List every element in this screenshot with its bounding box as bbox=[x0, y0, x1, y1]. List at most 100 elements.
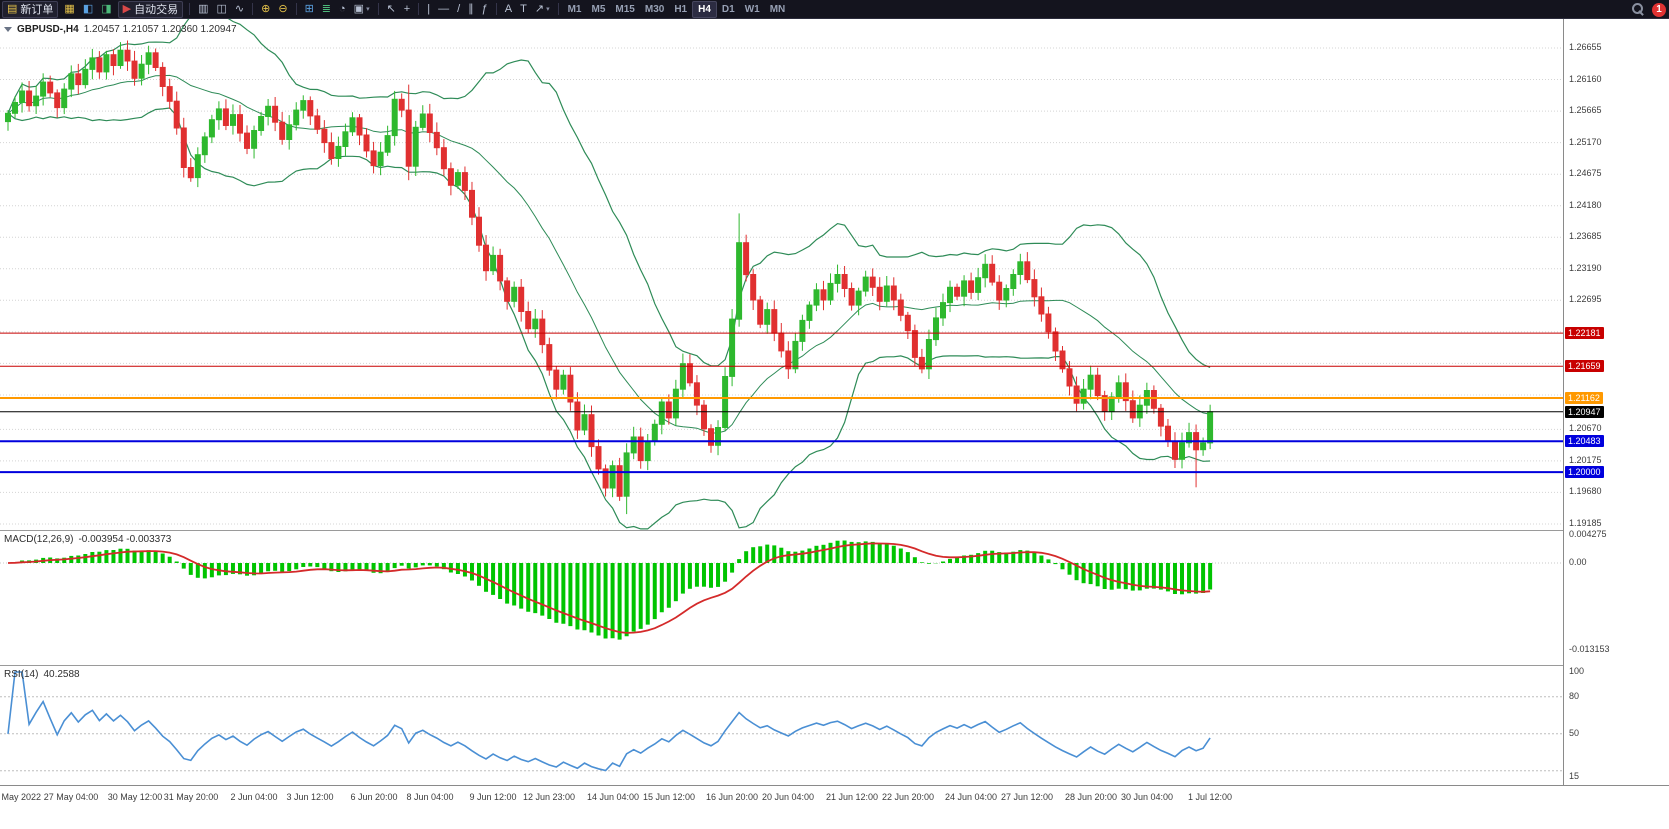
macd-axis-label: 0.00 bbox=[1569, 557, 1587, 567]
vertical-line-icon-glyph: | bbox=[427, 2, 431, 15]
bar-chart-icon[interactable]: ▥ bbox=[194, 1, 212, 18]
periods-icon[interactable]: ◔ bbox=[335, 1, 350, 18]
price-axis-label: 1.25665 bbox=[1569, 105, 1602, 116]
timeframe-mn-button[interactable]: MN bbox=[765, 1, 791, 18]
new-order-icon: ▤ bbox=[7, 2, 18, 15]
zoom-out-icon[interactable]: ⊖ bbox=[274, 1, 291, 18]
trendline-icon[interactable]: / bbox=[453, 1, 464, 18]
timeframe-h1-button[interactable]: H1 bbox=[669, 1, 692, 18]
market-watch-icon[interactable]: ◧ bbox=[79, 1, 97, 18]
price-axis-label: 1.19680 bbox=[1569, 486, 1602, 497]
autotrading-icon: ▶ bbox=[122, 2, 132, 15]
navigator-icon-glyph: ◨ bbox=[101, 2, 112, 15]
vertical-line-icon[interactable]: | bbox=[423, 1, 434, 18]
macd-axis-label: -0.013153 bbox=[1569, 643, 1610, 654]
price-axis-label: 1.20670 bbox=[1569, 423, 1602, 434]
timeframe-m5-button[interactable]: M5 bbox=[587, 1, 611, 18]
timeframe-h1-button-label: H1 bbox=[674, 3, 688, 15]
line-chart-icon[interactable]: ∿ bbox=[231, 1, 248, 18]
templates-icon[interactable]: ▣ ▾ bbox=[350, 1, 374, 18]
timeframe-m15-button[interactable]: M15 bbox=[610, 1, 639, 18]
rsi-axis-label: 15 bbox=[1569, 771, 1580, 781]
horizontal-line-icon[interactable]: — bbox=[434, 1, 453, 18]
toolbar-separator bbox=[295, 3, 297, 15]
price-level-badge: 1.21162 bbox=[1565, 392, 1603, 404]
timeframe-h4-button-label: H4 bbox=[698, 3, 711, 15]
new-order-button[interactable]: ▤ 新订单 bbox=[2, 0, 59, 18]
cursor-icon-glyph: ↖ bbox=[386, 2, 396, 15]
time-axis-label: 25 May 2022 bbox=[0, 792, 42, 802]
templates-icon-glyph: ▣ bbox=[353, 2, 365, 15]
price-axis-label: 1.24675 bbox=[1569, 168, 1602, 179]
time-axis-label: 21 Jun 12:00 bbox=[825, 792, 879, 802]
market-watch-icon-glyph: ◧ bbox=[82, 2, 94, 15]
time-axis-label: 3 Jun 12:00 bbox=[286, 792, 334, 802]
timeframe-w1-button[interactable]: W1 bbox=[740, 1, 765, 18]
macd-values: -0.003954 -0.003373 bbox=[78, 534, 172, 545]
price-level-badge: 1.20483 bbox=[1565, 435, 1604, 448]
text-label-icon[interactable]: T bbox=[516, 1, 531, 18]
zoom-in-icon[interactable]: ⊕ bbox=[257, 1, 274, 18]
quick-trade-toggle-icon[interactable] bbox=[4, 27, 12, 32]
timeframe-m30-button[interactable]: M30 bbox=[640, 1, 669, 18]
zoom-out-icon-glyph: ⊖ bbox=[278, 2, 288, 15]
trendline-icon-glyph: / bbox=[457, 2, 461, 15]
indicators-icon-glyph: ≣ bbox=[321, 2, 331, 15]
search-icon[interactable] bbox=[1632, 3, 1645, 16]
autotrading-button-label: 自动交易 bbox=[134, 4, 179, 16]
navigator-icon[interactable]: ◨ bbox=[97, 1, 115, 18]
channel-icon-glyph: ∥ bbox=[468, 2, 474, 15]
chart-profiles-icon[interactable]: ▦ bbox=[60, 1, 78, 18]
price-axis-label: 1.25170 bbox=[1569, 136, 1602, 147]
channel-icon[interactable]: ∥ bbox=[464, 1, 478, 18]
rsi-label: RSI(14) bbox=[4, 669, 39, 680]
zoom-in-icon-glyph: ⊕ bbox=[261, 2, 271, 15]
timeframe-d1-button-label: D1 bbox=[721, 3, 735, 15]
price-axis[interactable]: 1.26655 1.26160 1.25665 1.25170 1.24675 1.241… bbox=[1563, 19, 1669, 785]
arrows-icon[interactable]: ↗ ▾ bbox=[531, 1, 554, 18]
time-axis-label: 27 May 04:00 bbox=[43, 792, 99, 802]
chart-title: GBPUSD-,H4 1.20457 1.21057 1.20360 1.209… bbox=[4, 24, 237, 35]
toolbar-separator bbox=[418, 3, 420, 15]
timeframe-m1-button[interactable]: M1 bbox=[563, 1, 587, 18]
arrows-icon-glyph: ↗ bbox=[534, 2, 545, 15]
timeframe-h4-button[interactable]: H4 bbox=[692, 0, 717, 18]
main-plot bbox=[5, 19, 1214, 530]
text-label-icon-glyph: T bbox=[520, 2, 527, 15]
chevron-down-icon: ▾ bbox=[366, 6, 370, 13]
notification-badge[interactable]: 1 bbox=[1652, 2, 1666, 17]
macd-plot bbox=[0, 540, 1563, 640]
timeframe-d1-button[interactable]: D1 bbox=[717, 1, 740, 18]
rsi-plot bbox=[0, 671, 1563, 772]
time-axis-label: 27 Jun 12:00 bbox=[1000, 792, 1054, 802]
timeframe-m30-button-label: M30 bbox=[644, 3, 665, 15]
tile-windows-icon[interactable]: ⊞ bbox=[301, 1, 318, 18]
toolbar-right: 1 bbox=[1632, 0, 1666, 19]
price-axis-label: 1.20175 bbox=[1569, 454, 1602, 465]
indicators-icon[interactable]: ≣ bbox=[318, 1, 335, 18]
line-chart-icon-glyph: ∿ bbox=[234, 2, 245, 15]
price-axis-label: 1.23685 bbox=[1569, 231, 1602, 242]
new-order-button-label: 新订单 bbox=[20, 4, 54, 16]
crosshair-icon-glyph: + bbox=[403, 2, 411, 15]
chart-profiles-icon-glyph: ▦ bbox=[64, 2, 75, 15]
horizontal-line-icon-glyph: — bbox=[438, 2, 450, 15]
candlestick-chart-icon[interactable]: ◫ bbox=[213, 1, 231, 18]
symbol-label: GBPUSD-,H4 bbox=[17, 24, 79, 35]
fibonacci-icon[interactable]: ƒ bbox=[478, 1, 492, 18]
toolbar-separator bbox=[189, 3, 191, 15]
gridlines bbox=[0, 47, 1563, 525]
cursor-icon[interactable]: ↖ bbox=[383, 1, 400, 18]
autotrading-button[interactable]: ▶ 自动交易 bbox=[117, 0, 184, 18]
timeframe-w1-button-label: W1 bbox=[744, 3, 760, 15]
crosshair-icon[interactable]: + bbox=[400, 1, 414, 18]
time-axis-label: 6 Jun 20:00 bbox=[350, 792, 398, 802]
chevron-down-icon: ▾ bbox=[546, 6, 550, 13]
price-axis-label: 1.19185 bbox=[1569, 517, 1602, 528]
macd-panel-title: MACD(12,26,9) -0.003954 -0.003373 bbox=[4, 534, 171, 545]
text-icon[interactable]: A bbox=[501, 1, 516, 18]
rsi-axis-label: 50 bbox=[1569, 727, 1580, 738]
text-icon-glyph: A bbox=[504, 2, 513, 15]
